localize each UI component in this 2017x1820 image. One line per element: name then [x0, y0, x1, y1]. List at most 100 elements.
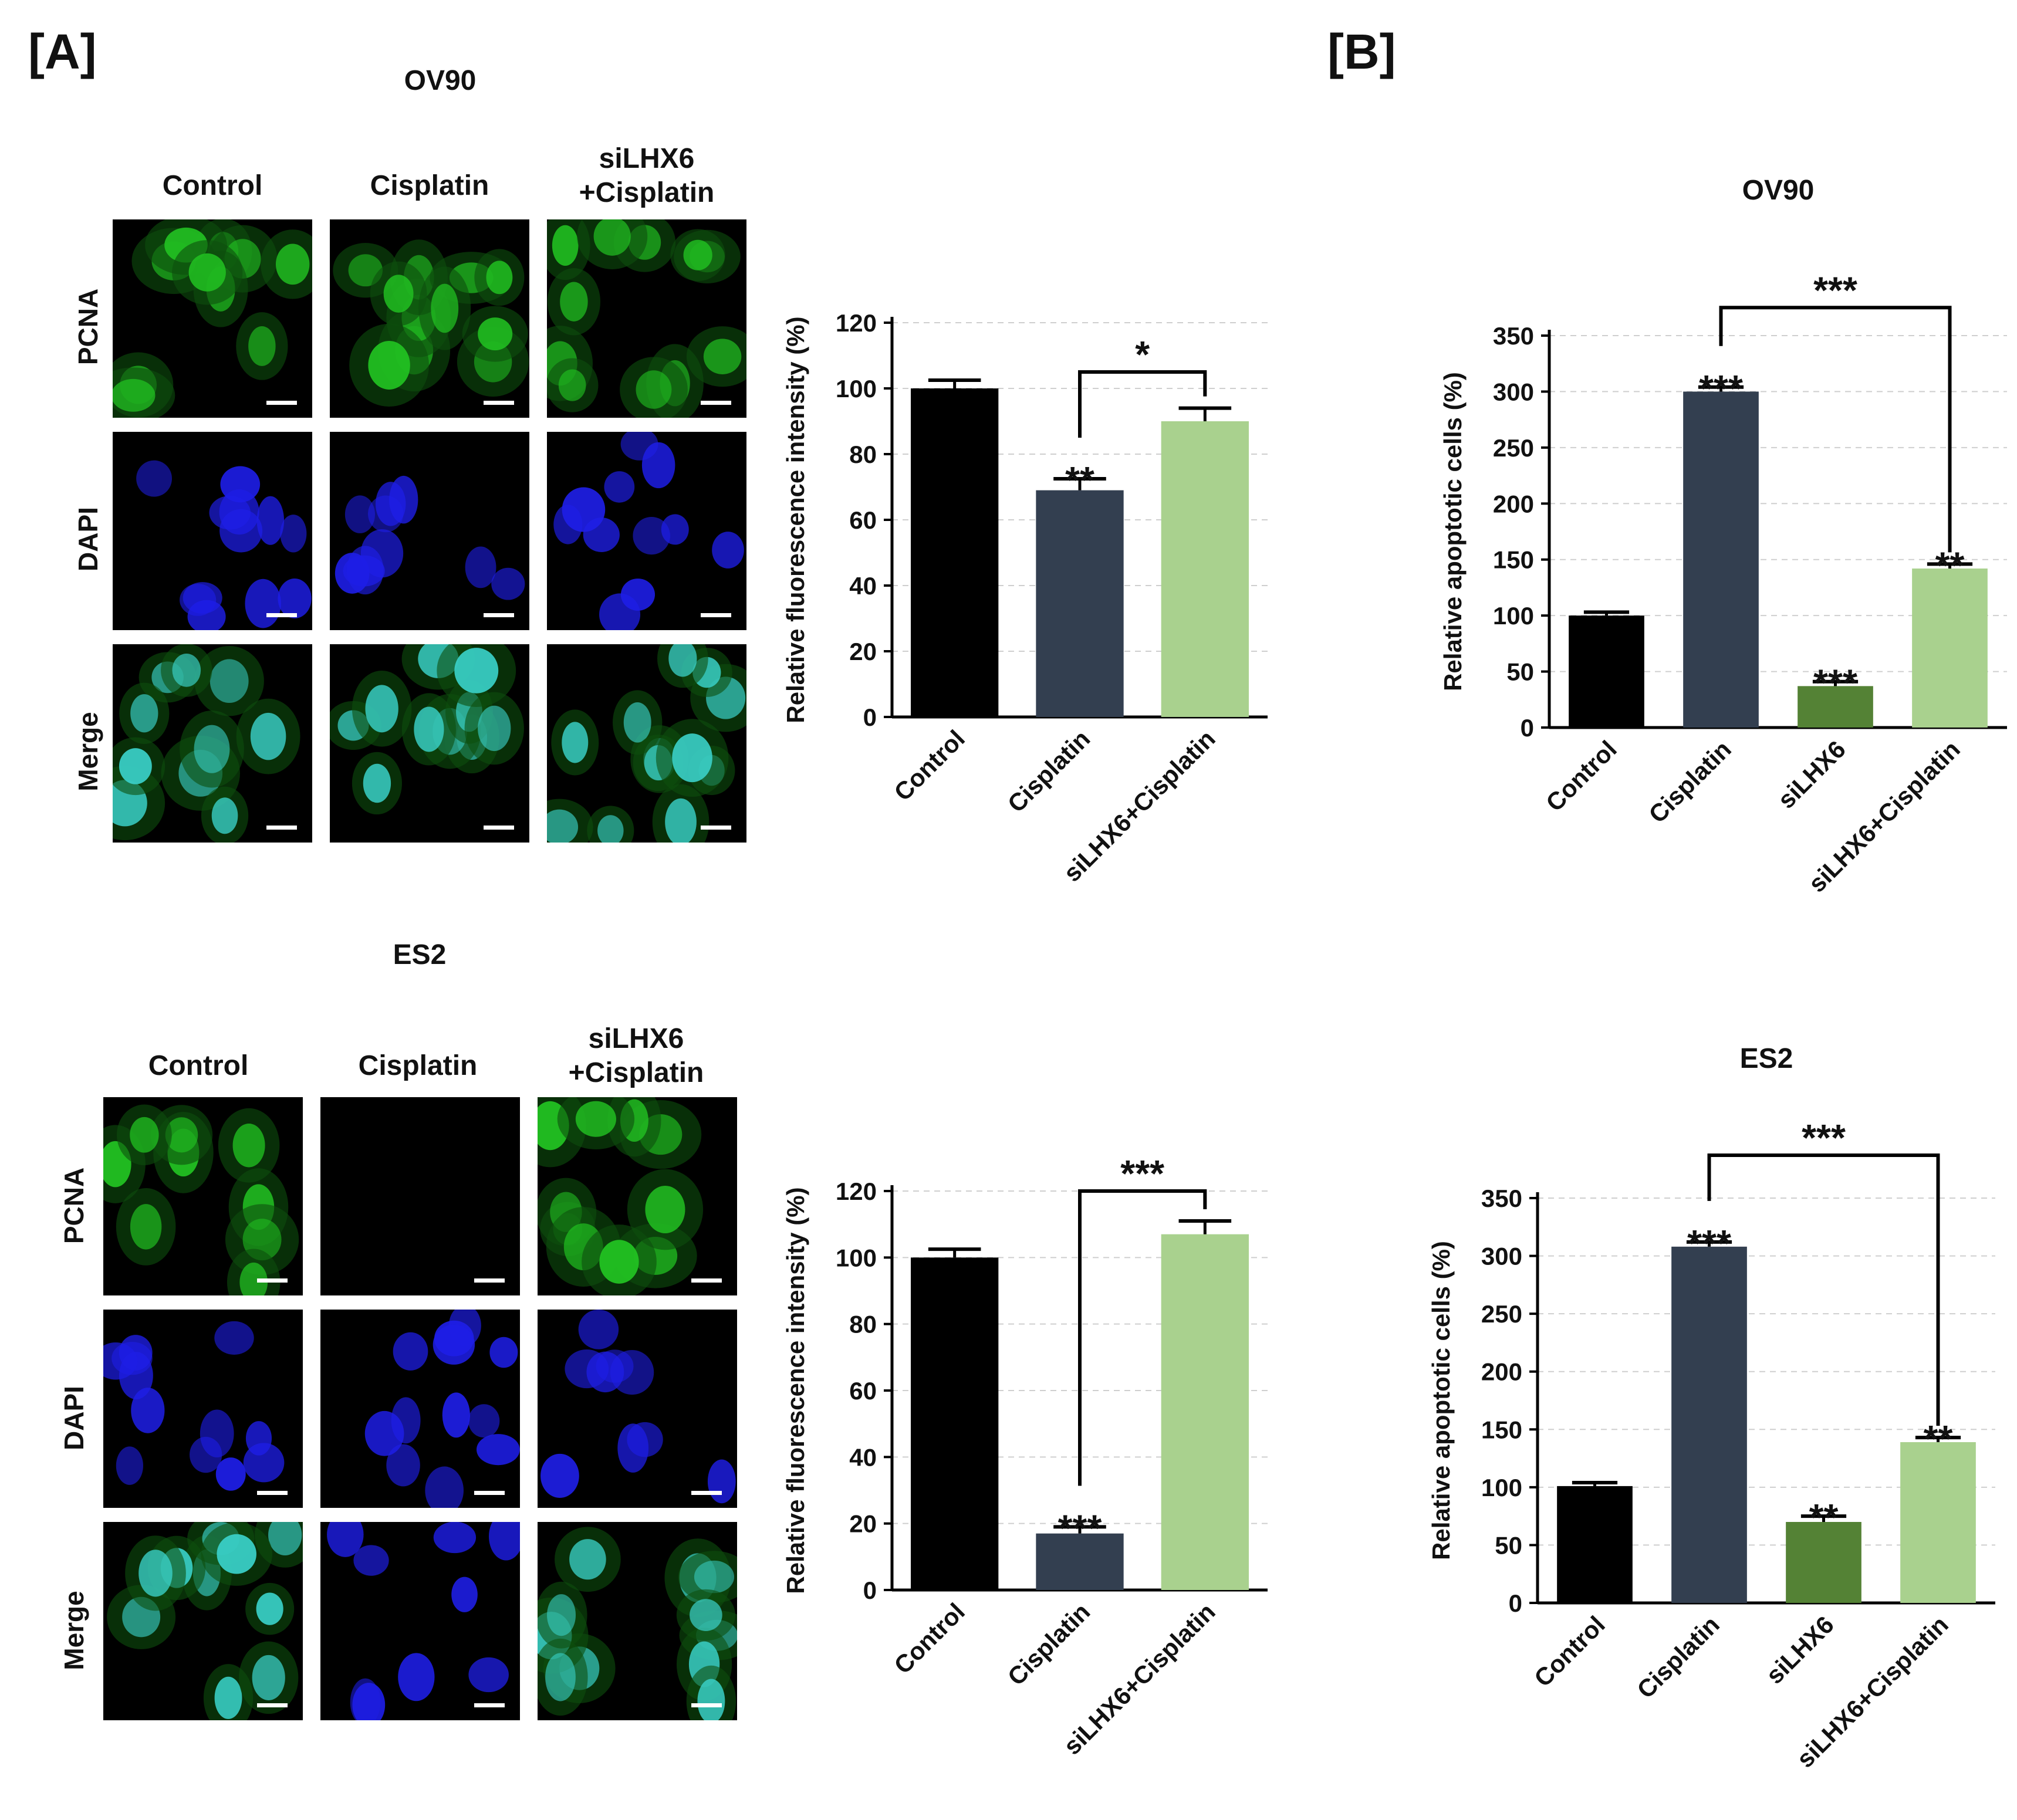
column-label-cisplatin: Cisplatin — [358, 1050, 478, 1081]
scale-bar — [484, 613, 514, 617]
y-tick-label: 80 — [849, 1311, 877, 1338]
micrograph-pcna-silhx6-cisplatin — [547, 219, 746, 418]
micrograph-merge-cisplatin — [320, 1522, 520, 1720]
scale-bar — [701, 401, 731, 405]
row-label-pcna: PCNA — [59, 1167, 89, 1244]
bar — [1671, 1246, 1747, 1603]
row-label-merge: Merge — [59, 1591, 89, 1670]
bracket-label: *** — [1802, 1117, 1846, 1159]
row-label-merge: Merge — [73, 712, 103, 791]
y-tick-label: 20 — [849, 1510, 877, 1538]
row-label-pcna: PCNA — [73, 288, 103, 366]
scale-bar — [701, 613, 731, 617]
apoptosis-chart-ov90: OV90 0 50 100 150 200 250 300 350 Relative apopto… — [1439, 175, 2007, 898]
y-axis-label: Relative fluorescence intensity (%) — [782, 316, 809, 723]
scale-bar — [484, 401, 514, 405]
x-tick-label: Control — [1540, 735, 1622, 817]
bar — [1912, 568, 1988, 728]
panel-letter-b: [B] — [1327, 24, 1396, 79]
x-tick-label: Cisplatin — [1631, 1611, 1725, 1704]
scale-bar — [257, 1703, 288, 1707]
chart-title: ES2 — [1740, 1043, 1793, 1074]
micrograph-pcna-control — [113, 219, 312, 418]
bar — [1569, 615, 1644, 728]
y-tick-label: 0 — [863, 703, 877, 731]
scale-bar — [257, 1491, 288, 1495]
y-tick-label: 200 — [1493, 490, 1534, 517]
block-title-ov90: OV90 — [404, 65, 477, 96]
micrograph-pcna-silhx6-cisplatin — [538, 1097, 737, 1295]
bracket-label: *** — [1813, 269, 1857, 311]
row-label-dapi: DAPI — [73, 507, 103, 571]
bar — [1786, 1522, 1861, 1603]
y-tick-label: 300 — [1493, 378, 1534, 405]
row-label-dapi: DAPI — [59, 1386, 89, 1450]
comparison-bracket — [1078, 1189, 1207, 1486]
x-tick-label: siLHX6 — [1761, 1611, 1839, 1689]
fluorescence-chart-es2: 0 20 40 60 80 100 120 Relative fluorescence int… — [782, 1152, 1268, 1760]
significance-label: *** — [1699, 367, 1743, 410]
micrograph-dapi-control — [103, 1310, 303, 1508]
scale-bar — [474, 1491, 505, 1495]
y-tick-label: 100 — [1493, 602, 1534, 630]
y-tick-label: 0 — [1521, 714, 1534, 742]
bar — [1161, 1234, 1249, 1590]
y-tick-label: 50 — [1506, 658, 1534, 686]
y-tick-label: 0 — [1509, 1589, 1522, 1617]
x-tick-label: Cisplatin — [1002, 1598, 1096, 1691]
y-axis-label: Relative apoptotic cells (%) — [1427, 1241, 1455, 1560]
y-tick-label: 150 — [1493, 546, 1534, 574]
scale-bar — [701, 826, 731, 830]
micrograph-pcna-cisplatin — [320, 1097, 520, 1295]
apoptosis-chart-es2: ES2 0 50 100 150 200 250 300 350 Relative apoptot… — [1427, 1043, 1995, 1773]
y-tick-label: 120 — [836, 1178, 877, 1205]
bar — [911, 388, 999, 717]
y-tick-label: 250 — [1493, 434, 1534, 462]
comparison-bracket — [1078, 370, 1207, 438]
micrograph-dapi-cisplatin — [330, 432, 529, 630]
micrograph-merge-control — [103, 1522, 303, 1720]
column-label-control: Control — [148, 1050, 249, 1081]
y-tick-label: 60 — [849, 506, 877, 534]
column-label-control: Control — [162, 170, 263, 201]
x-tick-label: Control — [888, 1598, 970, 1679]
block-title-es2: ES2 — [393, 939, 447, 970]
comparison-bracket — [1719, 306, 1952, 553]
x-tick-label: Control — [1529, 1611, 1610, 1692]
y-tick-label: 350 — [1493, 322, 1534, 350]
y-axis-label: Relative fluorescence intensity (%) — [782, 1187, 809, 1594]
micrograph-merge-silhx6-cisplatin — [538, 1522, 737, 1720]
x-tick-label: Control — [888, 725, 970, 806]
micrograph-dapi-silhx6-cisplatin — [538, 1310, 737, 1508]
micrograph-merge-control — [113, 644, 312, 843]
bracket-label: *** — [1120, 1152, 1164, 1195]
y-tick-label: 250 — [1481, 1300, 1522, 1328]
significance-label: ** — [1809, 1496, 1839, 1538]
bar — [911, 1257, 999, 1590]
x-tick-label: Cisplatin — [1002, 725, 1096, 818]
y-tick-label: 200 — [1481, 1358, 1522, 1386]
x-tick-label: siLHX6 — [1772, 735, 1851, 814]
scale-bar — [484, 826, 514, 830]
y-tick-label: 350 — [1481, 1185, 1522, 1212]
scale-bar — [266, 613, 297, 617]
x-tick-label: Cisplatin — [1643, 735, 1736, 828]
bar — [1683, 391, 1759, 728]
micrograph-merge-cisplatin — [330, 644, 529, 843]
y-tick-label: 100 — [836, 1244, 877, 1271]
y-tick-label: 50 — [1495, 1531, 1522, 1559]
significance-label: *** — [1058, 1507, 1102, 1549]
bar — [1798, 686, 1873, 728]
scale-bar — [474, 1703, 505, 1707]
y-tick-label: 60 — [849, 1377, 877, 1405]
scale-bar — [691, 1491, 722, 1495]
y-tick-label: 40 — [849, 1443, 877, 1471]
micrograph-dapi-cisplatin — [320, 1310, 520, 1508]
micrograph-dapi-silhx6-cisplatin — [547, 432, 746, 630]
bar — [1036, 1533, 1124, 1590]
micrograph-merge-silhx6-cisplatin — [547, 644, 746, 843]
micrograph-pcna-control — [103, 1097, 303, 1295]
panel-letter-a: [A] — [28, 24, 97, 79]
bar — [1161, 421, 1249, 717]
scale-bar — [266, 401, 297, 405]
